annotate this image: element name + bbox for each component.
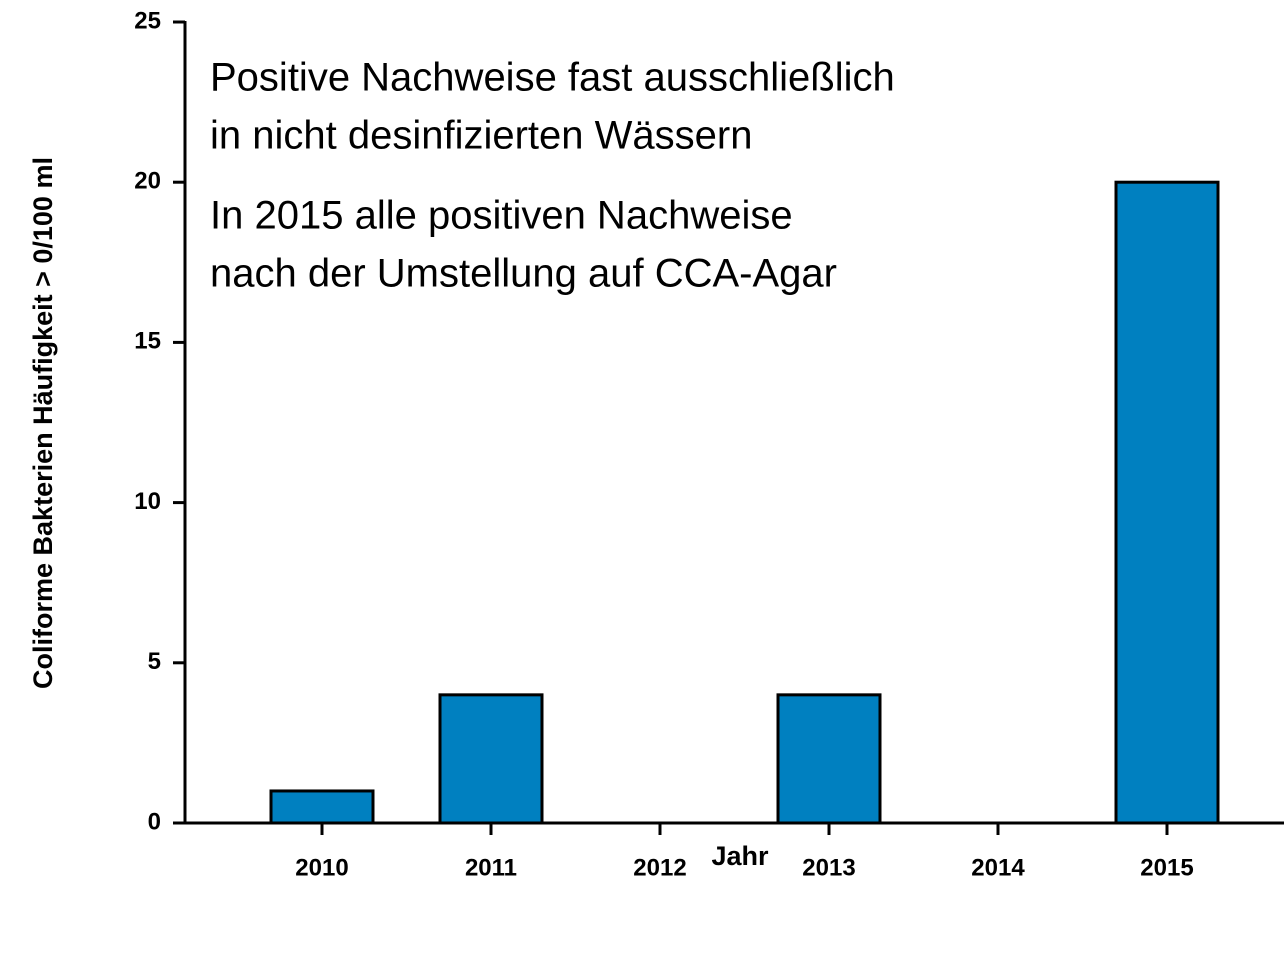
annotation: Positive Nachweise fast ausschließlich xyxy=(210,56,895,100)
y-tick-label: 0 xyxy=(148,808,161,835)
x-axis-label: Jahr xyxy=(711,841,769,871)
annotation: In 2015 alle positiven Nachweise xyxy=(210,194,793,238)
y-tick-label: 25 xyxy=(134,7,161,34)
bar xyxy=(438,693,544,825)
x-tick-label: 2011 xyxy=(465,854,517,881)
x-tick-label: 2012 xyxy=(633,854,686,881)
y-tick-label: 20 xyxy=(134,168,161,195)
x-tick-label: 2015 xyxy=(1140,854,1193,881)
bar xyxy=(269,789,375,825)
bar xyxy=(1114,180,1220,825)
x-tick-label: 2010 xyxy=(295,854,348,881)
y-tick-label: 15 xyxy=(134,328,161,355)
y-tick-label: 10 xyxy=(134,488,161,515)
annotation: in nicht desinfizierten Wässern xyxy=(210,114,752,158)
y-tick-label: 5 xyxy=(148,648,161,675)
y-axis-label: Coliforme Bakterien Häufigkeit > 0/100 m… xyxy=(28,157,58,689)
bar xyxy=(776,693,882,825)
annotation: nach der Umstellung auf CCA-Agar xyxy=(210,252,837,296)
x-tick-label: 2014 xyxy=(971,854,1025,881)
x-tick-label: 2013 xyxy=(802,854,855,881)
